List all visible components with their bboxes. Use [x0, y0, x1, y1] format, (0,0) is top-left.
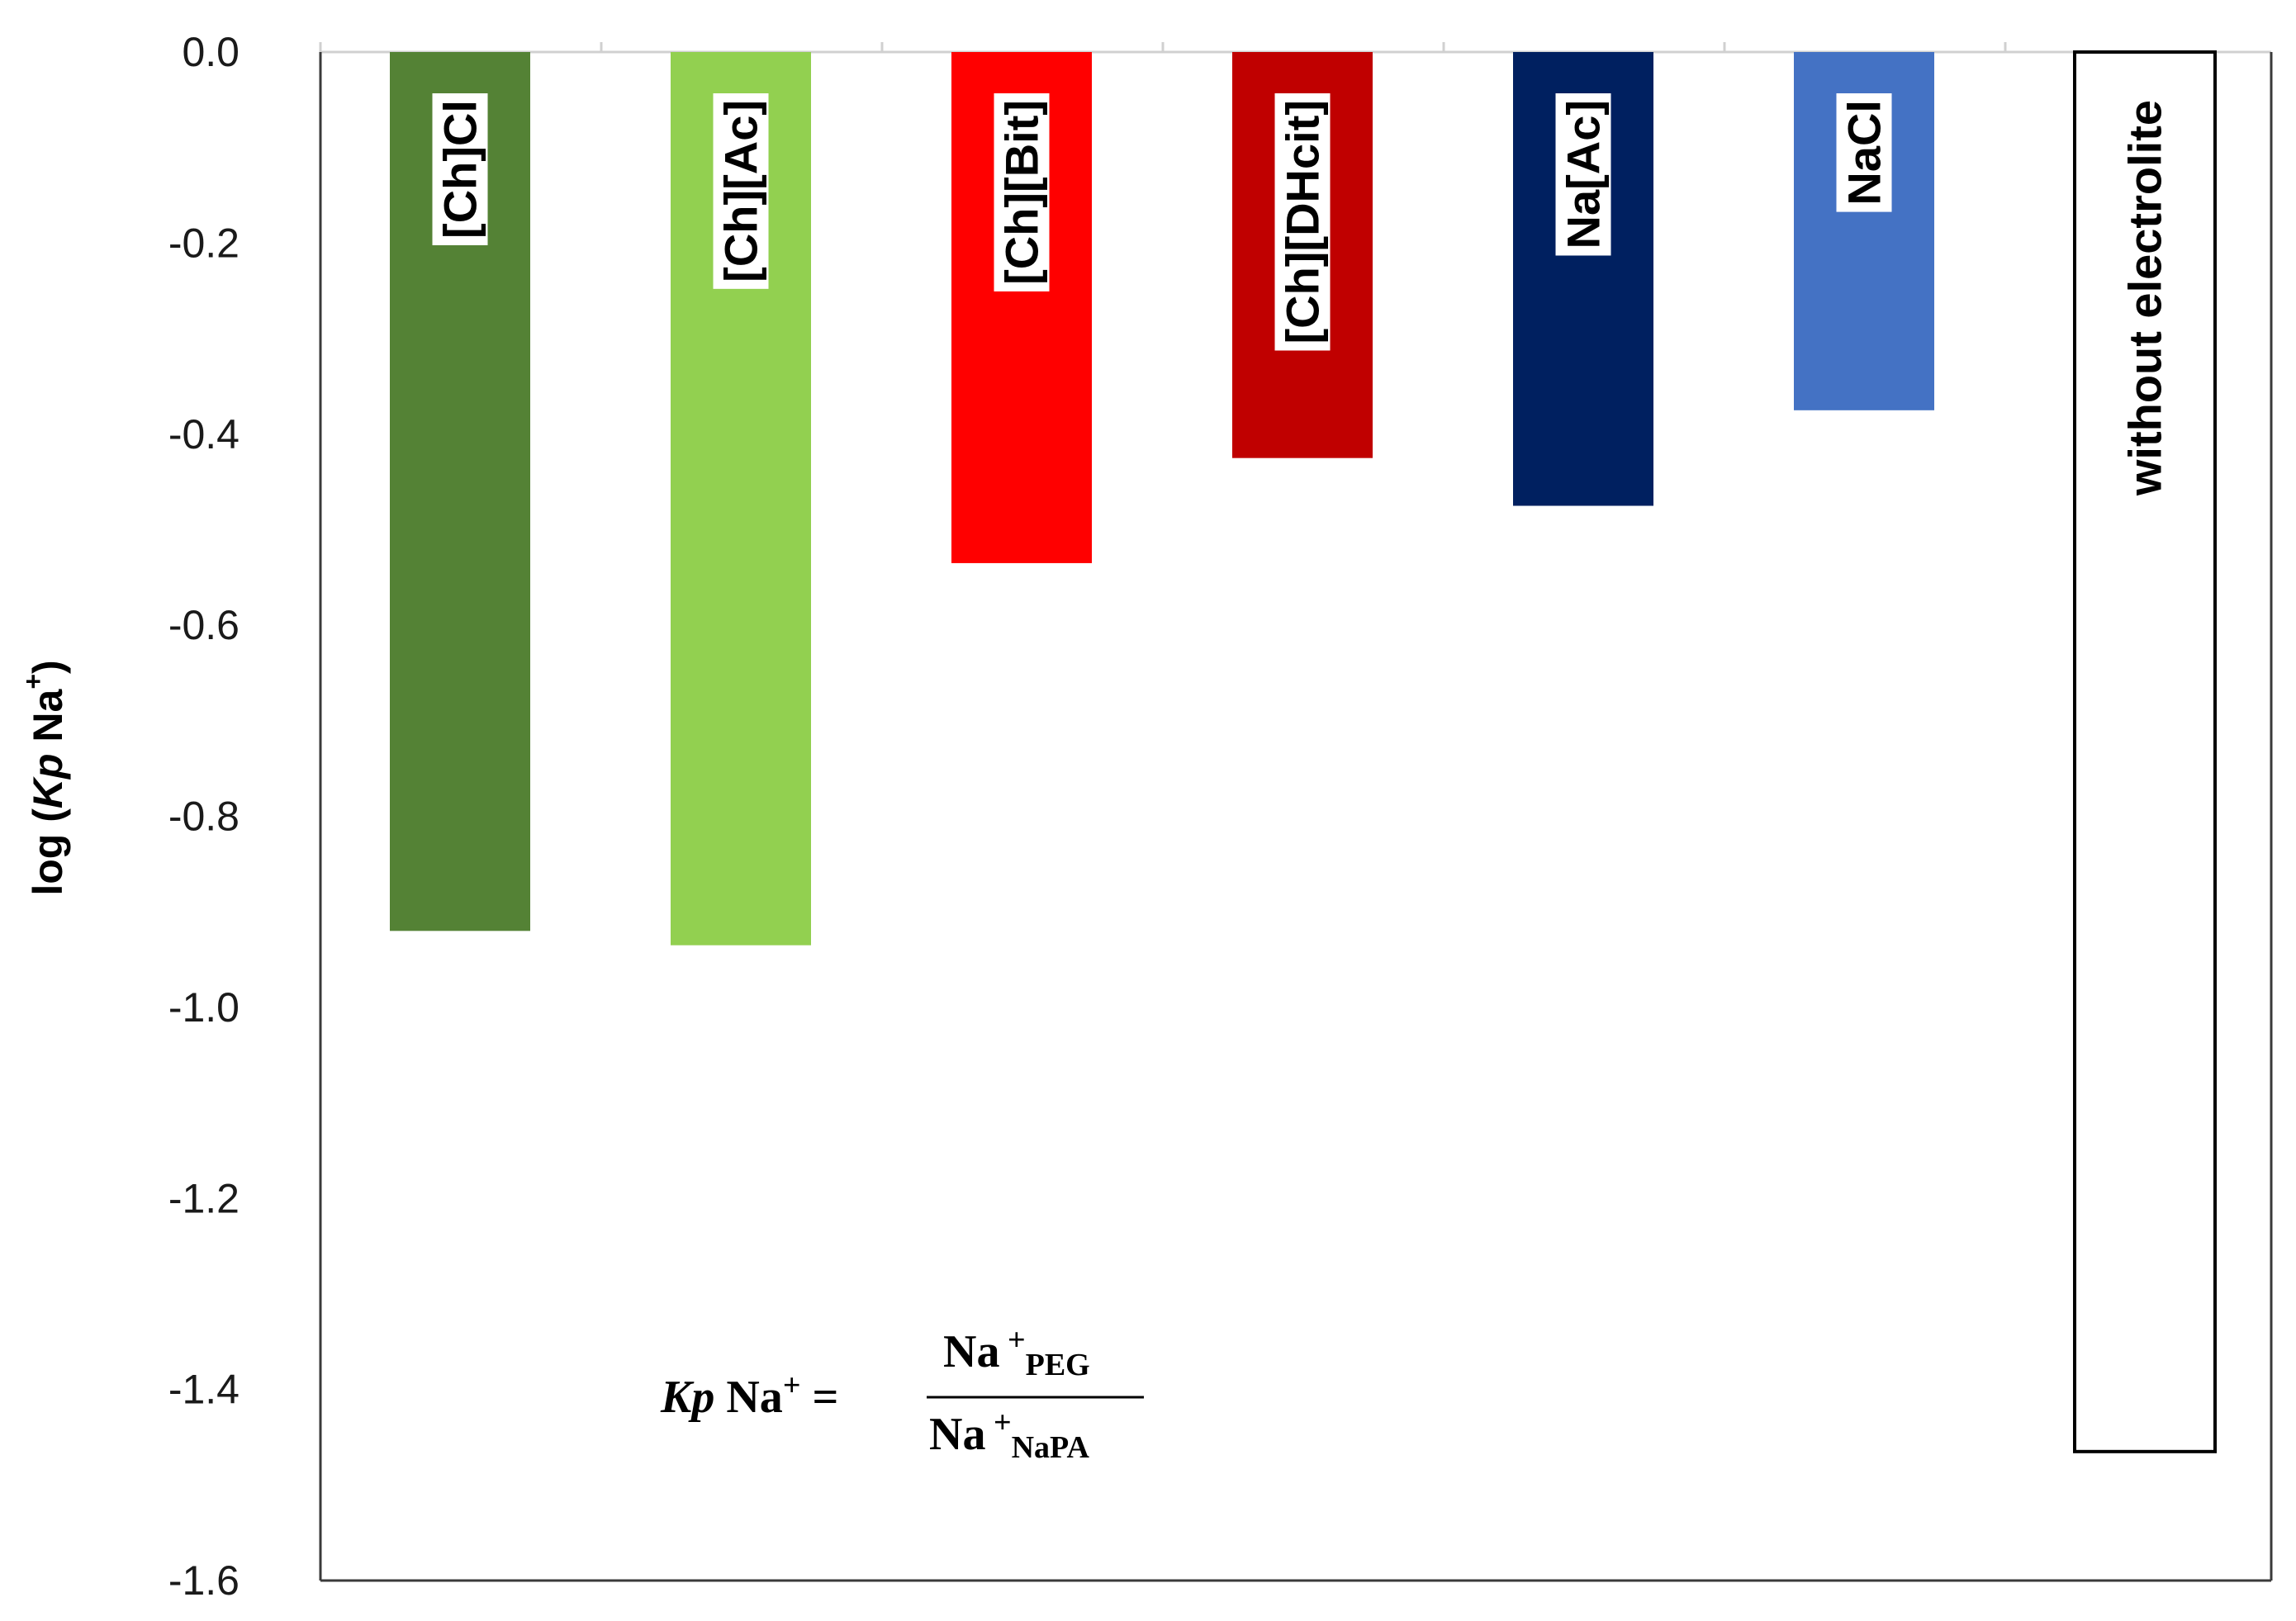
bar-label-group: NaCl	[1836, 93, 1892, 212]
bar-label: [Ch][DHcit]	[1277, 100, 1329, 344]
y-tick-label: -0.4	[168, 411, 240, 457]
equation-denominator: Na +NaPA	[929, 1405, 1089, 1465]
bar-label: Na[Ac]	[1558, 100, 1610, 249]
y-tick-label: -1.0	[168, 984, 240, 1031]
bar-label-bg	[713, 93, 769, 289]
y-axis-ticks: 0.0 -0.2 -0.4 -0.6 -0.8 -1.0 -1.2 -1.4 -1.6	[168, 29, 240, 1604]
y-tick-label: -1.4	[168, 1367, 240, 1413]
equation-numerator: Na +PEG	[943, 1323, 1090, 1382]
bar	[2073, 50, 2217, 1453]
bar-label-bg	[432, 93, 488, 245]
bars-group	[390, 50, 2217, 1453]
y-tick-label: -1.2	[168, 1175, 240, 1221]
bar-labels-group: [Ch]Cl [Ch][Ac] [Ch][Bit] [Ch][DHcit] Na[Ac]…	[432, 93, 2171, 496]
y-axis-label: log (Kp Na+)	[18, 660, 71, 895]
bar-label: without electrolite	[2119, 100, 2171, 496]
y-tick-label: -1.6	[168, 1557, 240, 1604]
y-tick-label: -0.2	[168, 220, 240, 266]
bar-label-bg	[1836, 93, 1892, 212]
y-tick-label: -0.6	[168, 602, 240, 648]
bar-label-group: without electrolite	[2119, 100, 2171, 496]
y-tick-label: 0.0	[182, 29, 240, 75]
y-tick-label: -0.8	[168, 794, 240, 840]
bar-label-bg	[1555, 93, 1611, 256]
bar-label-bg	[1274, 93, 1331, 351]
bar-label-bg	[994, 93, 1050, 291]
bar-label-group: [Ch][DHcit]	[1274, 93, 1331, 351]
bar-label: NaCl	[1838, 100, 1890, 206]
bar-label: [Ch][Bit]	[996, 100, 1048, 285]
bar-label-group: [Ch]Cl	[432, 93, 488, 245]
bar-label-group: Na[Ac]	[1555, 93, 1611, 256]
bar-label: [Ch]Cl	[434, 100, 486, 239]
bar-label-group: [Ch][Ac]	[713, 93, 769, 289]
bar-label-group: [Ch][Bit]	[994, 93, 1050, 291]
bar-label: [Ch][Ac]	[715, 100, 767, 282]
kp-equation: Kp Na+ = Na +PEG Na +NaPA	[660, 1323, 1144, 1465]
equation-lhs: Kp Na+ =	[660, 1368, 838, 1423]
